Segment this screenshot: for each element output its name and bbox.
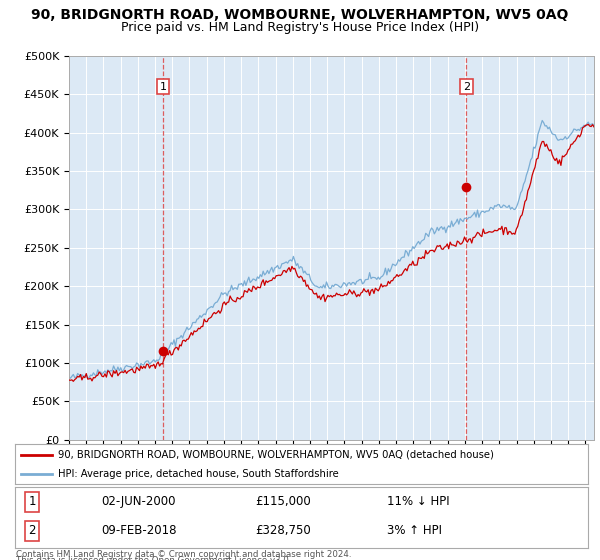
Text: 2: 2 — [463, 82, 470, 92]
Text: 90, BRIDGNORTH ROAD, WOMBOURNE, WOLVERHAMPTON, WV5 0AQ (detached house): 90, BRIDGNORTH ROAD, WOMBOURNE, WOLVERHA… — [58, 450, 494, 460]
Text: 3% ↑ HPI: 3% ↑ HPI — [388, 524, 442, 537]
Text: This data is licensed under the Open Government Licence v3.0.: This data is licensed under the Open Gov… — [16, 556, 292, 560]
Text: 2: 2 — [28, 524, 36, 537]
Text: 09-FEB-2018: 09-FEB-2018 — [101, 524, 176, 537]
Text: Price paid vs. HM Land Registry's House Price Index (HPI): Price paid vs. HM Land Registry's House … — [121, 21, 479, 34]
Text: HPI: Average price, detached house, South Staffordshire: HPI: Average price, detached house, Sout… — [58, 469, 339, 478]
Text: £115,000: £115,000 — [256, 495, 311, 508]
Text: 1: 1 — [28, 495, 36, 508]
Text: 02-JUN-2000: 02-JUN-2000 — [101, 495, 175, 508]
Text: 11% ↓ HPI: 11% ↓ HPI — [388, 495, 450, 508]
Text: 90, BRIDGNORTH ROAD, WOMBOURNE, WOLVERHAMPTON, WV5 0AQ: 90, BRIDGNORTH ROAD, WOMBOURNE, WOLVERHA… — [31, 8, 569, 22]
Text: Contains HM Land Registry data © Crown copyright and database right 2024.: Contains HM Land Registry data © Crown c… — [16, 550, 352, 559]
Text: £328,750: £328,750 — [256, 524, 311, 537]
Text: 1: 1 — [160, 82, 166, 92]
